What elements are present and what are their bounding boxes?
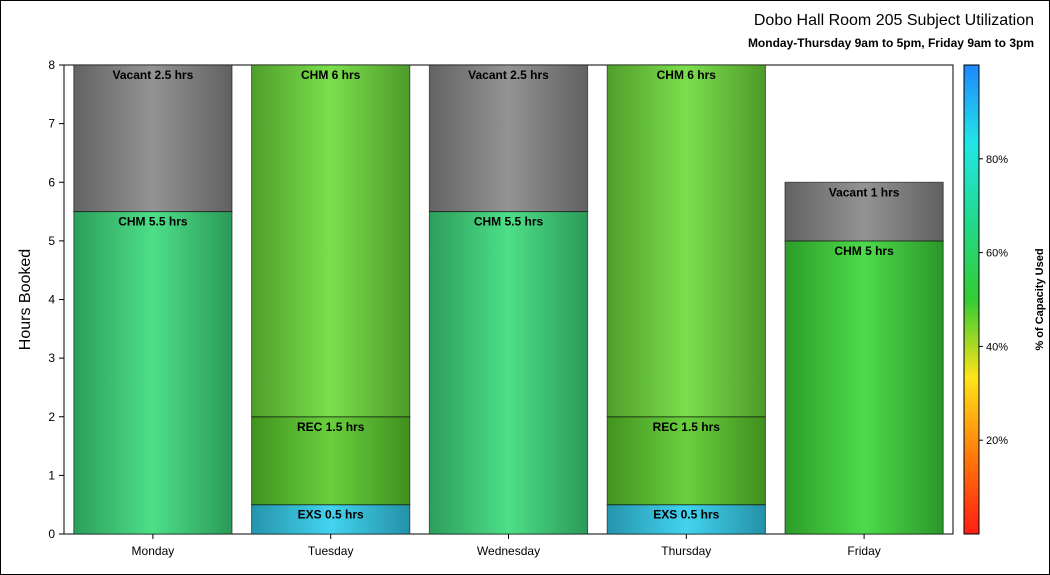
y-axis-label: Hours Booked bbox=[17, 249, 34, 350]
y-tick-label: 1 bbox=[48, 468, 55, 482]
segment-label: CHM 5 hrs bbox=[834, 244, 894, 258]
y-tick-label: 8 bbox=[48, 58, 55, 72]
colorbar-label: % of Capacity Used bbox=[1034, 248, 1046, 350]
bar-segment bbox=[251, 416, 411, 506]
y-tick-label: 0 bbox=[48, 527, 55, 541]
y-tick-label: 3 bbox=[48, 351, 55, 365]
y-tick-label: 2 bbox=[48, 410, 55, 424]
x-tick-label: Thursday bbox=[661, 544, 711, 558]
y-tick-label: 4 bbox=[48, 293, 55, 307]
colorbar-tick-label: 80% bbox=[986, 154, 1008, 166]
segment-label: EXS 0.5 hrs bbox=[298, 508, 364, 522]
segment-label: REC 1.5 hrs bbox=[297, 420, 365, 434]
x-tick-label: Friday bbox=[847, 544, 880, 558]
chart-title: Dobo Hall Room 205 Subject Utilization bbox=[753, 12, 1034, 29]
y-tick-label: 6 bbox=[48, 175, 55, 189]
y-tick-label: 7 bbox=[48, 117, 55, 131]
bar-segment bbox=[784, 181, 944, 242]
segment-label: CHM 5.5 hrs bbox=[474, 215, 544, 229]
segment-label: Vacant 2.5 hrs bbox=[468, 68, 549, 82]
x-tick-label: Monday bbox=[132, 544, 175, 558]
bar-segment bbox=[428, 211, 589, 535]
segment-label: Vacant 2.5 hrs bbox=[113, 68, 194, 82]
segment-label: CHM 6 hrs bbox=[657, 68, 717, 82]
chart-subtitle: Monday-Thursday 9am to 5pm, Friday 9am t… bbox=[747, 36, 1034, 50]
bar-segment bbox=[73, 211, 233, 535]
colorbar: 20% 40% 60% 80% % of Capacity Used bbox=[963, 64, 1046, 535]
colorbar-tick-label: 60% bbox=[986, 248, 1008, 260]
segment-label: REC 1.5 hrs bbox=[653, 420, 721, 434]
bar-segment bbox=[784, 240, 944, 535]
bar-segment bbox=[251, 64, 411, 418]
segment-label: CHM 6 hrs bbox=[301, 68, 361, 82]
colorbar-scale bbox=[963, 64, 980, 535]
bar-segment bbox=[606, 64, 766, 418]
y-tick-label: 5 bbox=[48, 234, 55, 248]
colorbar-tick-label: 40% bbox=[986, 341, 1008, 353]
colorbar-tick-label: 20% bbox=[986, 435, 1008, 447]
segment-label: Vacant 1 hrs bbox=[829, 185, 900, 199]
segment-label: CHM 5.5 hrs bbox=[118, 215, 188, 229]
x-tick-label: Wednesday bbox=[477, 544, 540, 558]
x-tick-label: Tuesday bbox=[308, 544, 354, 558]
plot-area: 0 1 2 3 4 5 6 7 8 Hours Booked CHM 5.5 hrs Vacant 2… bbox=[17, 58, 954, 558]
bar-segment bbox=[73, 64, 233, 213]
segment-label: EXS 0.5 hrs bbox=[653, 508, 719, 522]
bar-segment bbox=[606, 416, 766, 506]
bar-segment bbox=[428, 64, 589, 213]
